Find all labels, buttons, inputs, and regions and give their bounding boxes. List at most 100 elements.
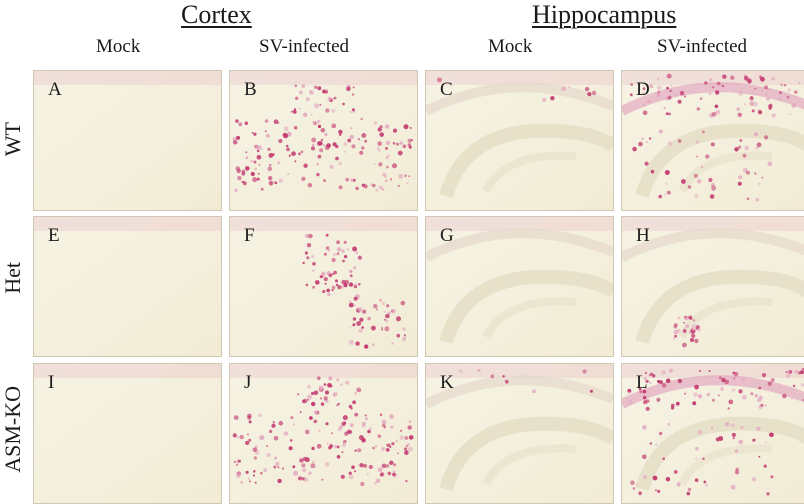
stained-cell: [758, 395, 763, 400]
stained-cell: [323, 383, 327, 386]
panel-i: I: [33, 363, 222, 504]
stained-cell: [240, 481, 243, 484]
stained-cell: [692, 319, 696, 322]
panel-letter: B: [244, 79, 257, 100]
stained-cell: [380, 472, 385, 477]
stained-cell: [794, 90, 798, 94]
stained-cell: [236, 168, 241, 174]
stained-cell: [645, 379, 649, 383]
stained-cell: [389, 414, 394, 419]
stained-cell: [649, 84, 654, 89]
tissue-layer: [678, 297, 773, 339]
stained-cell: [312, 269, 315, 272]
stained-cell: [339, 425, 343, 429]
stained-cell: [754, 132, 759, 137]
stained-cell: [740, 426, 744, 430]
stained-cell: [245, 166, 250, 171]
stained-cell: [336, 455, 341, 459]
stained-cell: [335, 279, 338, 283]
stained-cell: [691, 324, 697, 330]
stained-cell: [730, 484, 736, 490]
stained-cell: [395, 440, 398, 443]
stained-cell: [404, 450, 409, 455]
stained-cell: [335, 156, 339, 161]
stained-cell: [477, 368, 481, 372]
stained-cell: [378, 162, 383, 167]
stained-cell: [329, 444, 333, 448]
stained-cell: [679, 90, 685, 96]
stained-cell: [352, 317, 357, 321]
stained-cell: [358, 435, 364, 441]
stained-cell: [630, 83, 633, 86]
stained-cell: [345, 380, 350, 385]
stained-cell: [377, 141, 382, 146]
stained-cell: [750, 392, 754, 396]
stained-cell: [568, 85, 571, 89]
stained-cell: [396, 142, 399, 146]
stained-cell: [377, 127, 382, 132]
stained-cell: [357, 448, 362, 453]
stained-cell: [786, 373, 791, 378]
stained-cell: [381, 188, 385, 191]
micrograph-image: [426, 71, 613, 210]
stained-cell: [311, 446, 315, 451]
stained-cell: [405, 479, 408, 483]
stained-cell: [293, 470, 299, 476]
stained-cell: [666, 86, 669, 90]
stained-cell: [294, 84, 298, 88]
micrograph-image: [426, 364, 613, 503]
stained-cell: [273, 465, 277, 469]
stained-cell: [780, 83, 784, 87]
stained-cell: [677, 139, 682, 143]
stained-cell: [710, 426, 714, 429]
stained-cell: [336, 240, 340, 245]
stained-cell: [627, 391, 631, 394]
stained-cell: [321, 271, 326, 277]
stained-cell: [299, 458, 304, 463]
stained-cell: [763, 464, 767, 468]
stained-cell: [677, 316, 681, 320]
stained-cell: [661, 383, 667, 388]
stained-cell: [354, 304, 356, 307]
stained-cell: [761, 176, 764, 179]
stained-cell: [364, 414, 367, 417]
stained-cell: [408, 175, 410, 178]
stained-cell: [783, 84, 787, 87]
panel-l: L: [621, 363, 804, 504]
stained-cell: [333, 97, 336, 100]
stained-cell: [233, 460, 237, 464]
tissue-layer: [439, 269, 613, 345]
stained-cell: [379, 298, 383, 302]
column-label-cortex-mock: Mock: [96, 36, 141, 57]
stained-cell: [318, 429, 321, 433]
stained-cell: [712, 86, 715, 89]
stained-cell: [708, 92, 712, 96]
stained-cell: [657, 489, 661, 493]
stained-cell: [697, 327, 701, 332]
stained-cell: [720, 386, 725, 392]
stained-cell: [311, 143, 315, 147]
stained-cell: [255, 145, 260, 150]
stained-cell: [767, 381, 772, 386]
stained-cell: [739, 139, 743, 142]
stained-cell: [705, 154, 710, 159]
stained-cell: [766, 97, 770, 101]
panel-letter: K: [440, 372, 454, 393]
stained-cell: [269, 429, 273, 433]
panel-letter: E: [48, 225, 60, 246]
stained-cell: [319, 148, 324, 153]
stained-cell: [320, 138, 324, 142]
stained-cell: [676, 328, 681, 333]
stained-cell: [348, 404, 353, 408]
stained-cell: [364, 344, 369, 349]
stained-cell: [274, 181, 278, 185]
stained-cell: [338, 185, 343, 190]
stained-cell: [335, 283, 339, 287]
tissue-layer: [678, 444, 773, 486]
stained-cell: [697, 179, 702, 184]
stained-cell: [362, 463, 368, 468]
stained-cell: [370, 325, 376, 331]
stained-cell: [313, 85, 318, 89]
stained-cell: [355, 251, 359, 255]
stained-cell: [334, 445, 338, 449]
